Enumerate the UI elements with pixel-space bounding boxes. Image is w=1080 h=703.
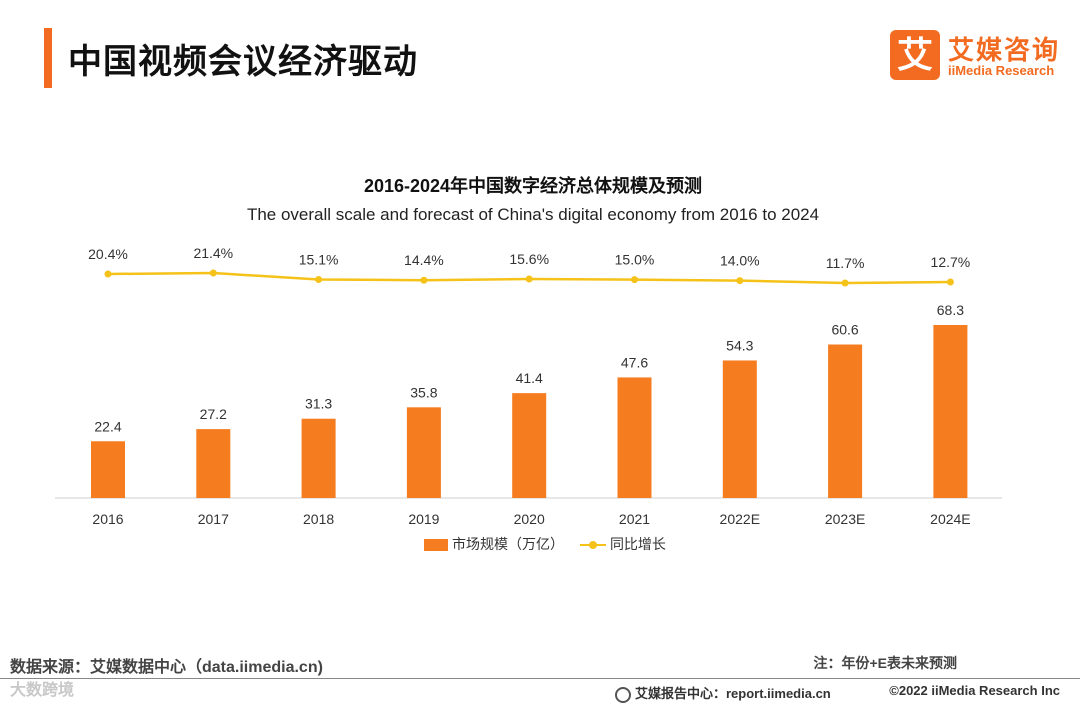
growth-label-2017: 21.4%: [193, 245, 233, 261]
bar-2020: [512, 393, 547, 498]
legend-item-market-size: 市场规模（万亿）: [424, 534, 564, 554]
growth-point-2022E: [736, 277, 744, 285]
growth-label-2018: 15.1%: [299, 251, 339, 267]
x-tick-2022E: 2022E: [720, 511, 760, 527]
growth-label-2024E: 12.7%: [931, 254, 971, 270]
x-tick-2024E: 2024E: [930, 511, 970, 527]
legend-bar-swatch: [424, 539, 449, 552]
bar-2021: [617, 377, 652, 498]
brand-logo: 艾 艾媒咨询 iiMedia Research: [890, 30, 1068, 82]
legend-item-yoy-growth: 同比增长: [579, 534, 666, 554]
globe-icon: [615, 686, 631, 703]
bar-label-2022E: 54.3: [726, 337, 753, 353]
growth-point-2018: [315, 275, 323, 283]
x-tick-2018: 2018: [303, 511, 334, 527]
growth-label-2023E: 11.7%: [826, 255, 865, 271]
bar-label-2020: 41.4: [516, 370, 543, 386]
footer-divider: [0, 678, 1080, 679]
x-tick-2023E: 2023E: [825, 511, 865, 527]
growth-point-2017: [209, 269, 217, 277]
data-source: 数据来源：艾媒数据中心（data.iimedia.cn): [10, 659, 323, 676]
bar-label-2017: 27.2: [200, 406, 227, 422]
forecast-note: 注：年份+E表未来预测: [813, 655, 957, 671]
growth-label-2022E: 14.0%: [720, 253, 760, 269]
x-tick-2021: 2021: [619, 511, 650, 527]
bar-label-2019: 35.8: [410, 384, 437, 400]
report-center-text: 艾媒报告中心：report.iimedia.cn: [635, 686, 831, 701]
copyright: ©2022 iiMedia Research Inc: [889, 683, 1060, 698]
chart-plot: 22.4 2016 27.2 2017 31.3 2018 35.8 2019 41.4 2020…: [55, 245, 1002, 527]
chart-legend: 市场规模（万亿） 同比增长: [0, 534, 1080, 554]
bar-2024E: [933, 325, 968, 498]
logo-text-en: iiMedia Research: [948, 63, 1055, 78]
bar-label-2016: 22.4: [94, 418, 121, 434]
growth-point-2019: [420, 276, 428, 284]
growth-point-2020: [525, 275, 533, 283]
logo-text-cn: 艾媒咨询: [948, 35, 1061, 65]
bar-2019: [406, 407, 441, 498]
legend-label-market-size: 市场规模（万亿）: [452, 536, 565, 552]
growth-label-2016: 20.4%: [88, 246, 128, 262]
growth-point-2024E: [946, 278, 954, 286]
bar-label-2021: 47.6: [621, 354, 648, 370]
x-tick-2020: 2020: [514, 511, 545, 527]
logo-mark-icon: 艾: [890, 30, 940, 80]
x-tick-2017: 2017: [198, 511, 229, 527]
growth-point-2021: [631, 276, 638, 284]
title-accent-bar: [44, 28, 52, 88]
growth-label-2021: 15.0%: [615, 252, 655, 268]
growth-label-2020: 15.6%: [509, 251, 549, 267]
x-tick-2019: 2019: [408, 511, 439, 527]
legend-label-yoy-growth: 同比增长: [609, 536, 666, 552]
bar-2022E: [722, 360, 757, 498]
bar-2023E: [828, 344, 863, 498]
growth-label-2019: 14.4%: [404, 252, 444, 268]
page-title: 中国视频会议经济驱动: [68, 43, 418, 81]
bar-label-2018: 31.3: [305, 396, 332, 412]
x-tick-2016: 2016: [92, 511, 123, 527]
bar-label-2023E: 60.6: [831, 322, 858, 338]
bar-2016: [91, 441, 125, 498]
growth-point-2023E: [841, 279, 849, 287]
growth-point-2016: [104, 270, 112, 278]
chart-title: 2016-2024年中国数字经济总体规模及预测: [363, 176, 703, 196]
bar-2017: [196, 429, 231, 498]
bar-2018: [301, 418, 336, 498]
watermark: 大数跨境: [10, 682, 75, 699]
chart-subtitle: The overall scale and forecast of China'…: [246, 205, 820, 224]
legend-line-swatch: [579, 539, 606, 551]
report-center-link: 艾媒报告中心：report.iimedia.cn: [615, 683, 831, 703]
bar-label-2024E: 68.3: [937, 302, 964, 318]
